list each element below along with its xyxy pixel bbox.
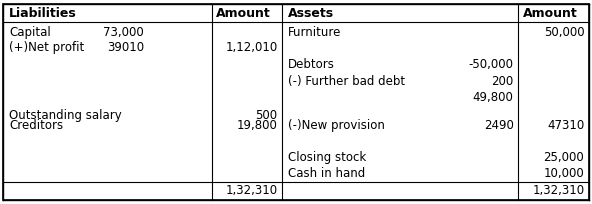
- Text: 1,12,010: 1,12,010: [225, 41, 278, 54]
- Text: 50,000: 50,000: [543, 26, 584, 39]
- Text: Creditors: Creditors: [9, 119, 63, 132]
- Text: 25,000: 25,000: [543, 151, 584, 164]
- Text: Outstanding salary: Outstanding salary: [9, 109, 121, 122]
- Text: 49,800: 49,800: [473, 91, 514, 104]
- Text: Assets: Assets: [288, 7, 334, 20]
- Text: (+)Net profit: (+)Net profit: [9, 41, 84, 54]
- Text: 39010: 39010: [107, 41, 144, 54]
- Text: Liabilities: Liabilities: [9, 7, 76, 20]
- Text: Debtors: Debtors: [288, 58, 335, 71]
- Text: (-)New provision: (-)New provision: [288, 119, 385, 132]
- Text: 10,000: 10,000: [543, 167, 584, 180]
- Text: 1,32,310: 1,32,310: [532, 184, 584, 197]
- Text: 47310: 47310: [547, 119, 584, 132]
- Text: (-) Further bad debt: (-) Further bad debt: [288, 74, 406, 88]
- Text: 1,32,310: 1,32,310: [226, 184, 278, 197]
- Text: 500: 500: [255, 109, 278, 122]
- Text: 2490: 2490: [484, 119, 514, 132]
- Text: -50,000: -50,000: [469, 58, 514, 71]
- Text: Amount: Amount: [523, 7, 578, 20]
- Text: Capital: Capital: [9, 26, 51, 39]
- Text: 19,800: 19,800: [237, 119, 278, 132]
- Text: Furniture: Furniture: [288, 26, 342, 39]
- Text: Closing stock: Closing stock: [288, 151, 366, 164]
- Text: 73,000: 73,000: [103, 26, 144, 39]
- Text: Amount: Amount: [216, 7, 271, 20]
- Text: Cash in hand: Cash in hand: [288, 167, 365, 180]
- Text: 200: 200: [491, 74, 514, 88]
